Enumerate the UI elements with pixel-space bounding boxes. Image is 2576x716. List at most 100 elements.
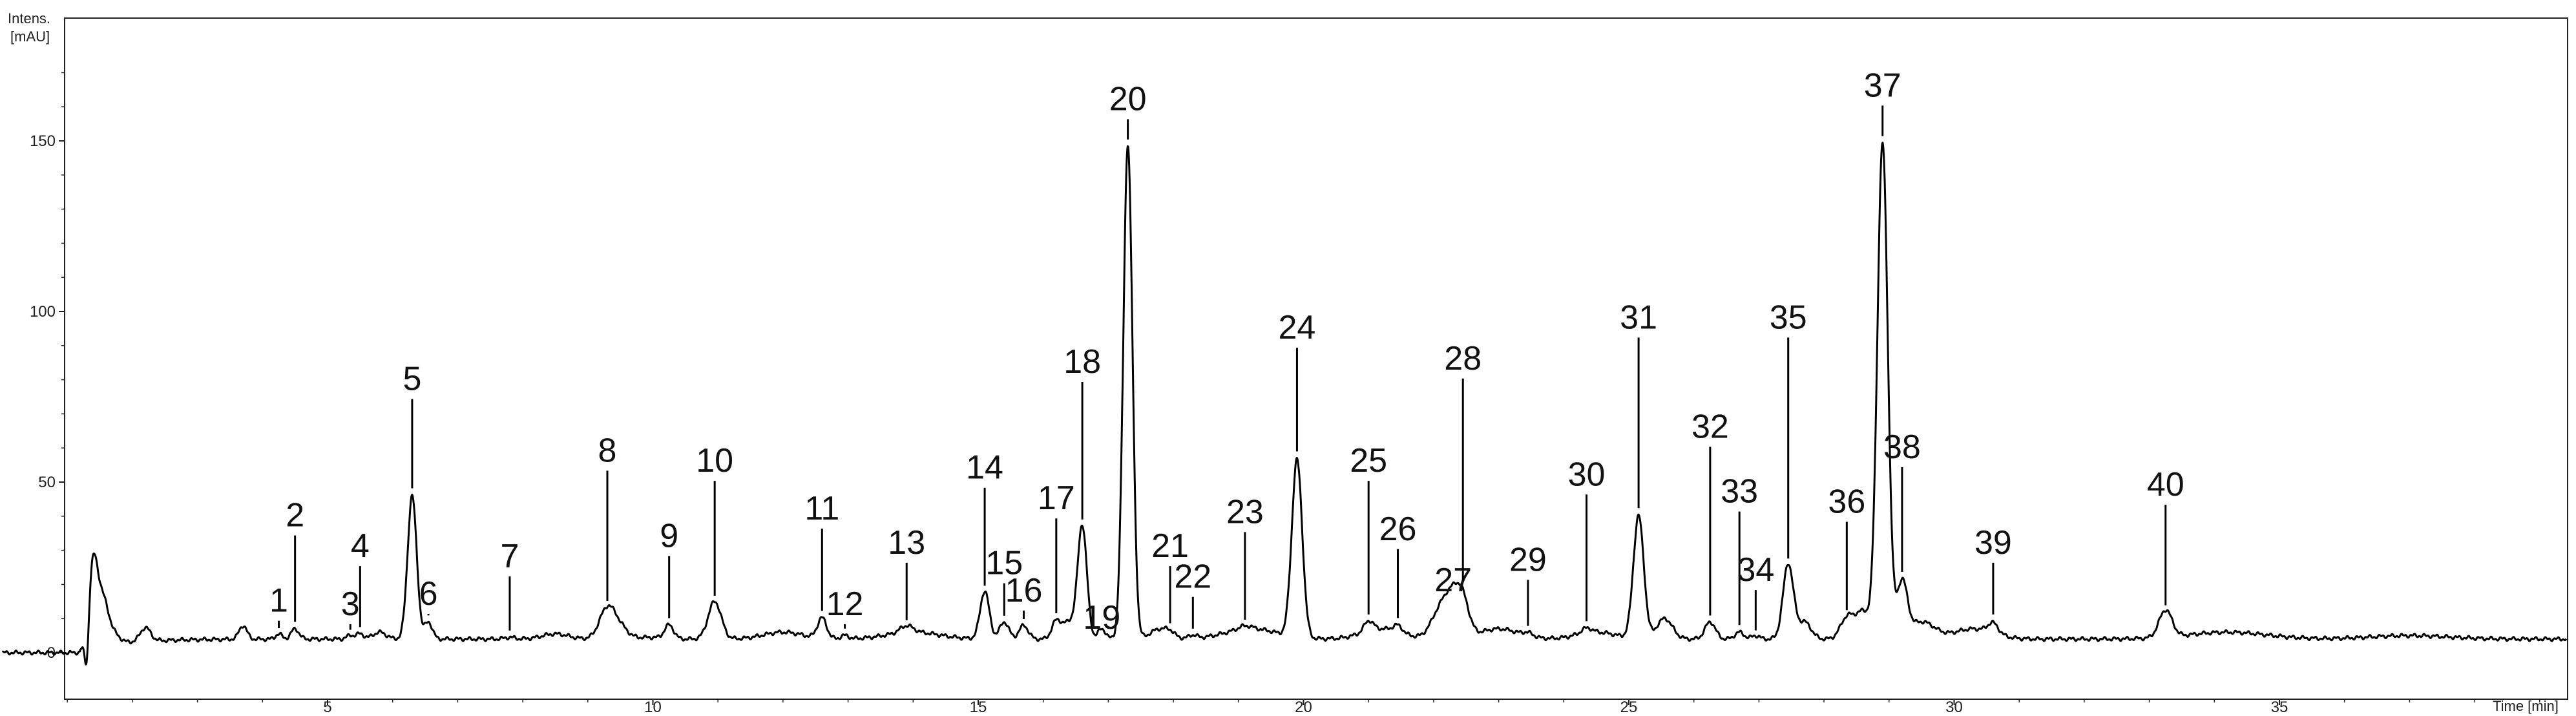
peak-annotation: 26 bbox=[1379, 511, 1417, 618]
peak-label: 15 bbox=[985, 545, 1023, 582]
peak-label: 5 bbox=[403, 360, 421, 397]
peak-annotation: 38 bbox=[1883, 428, 1921, 572]
x-tick-label: 30 bbox=[1945, 699, 1963, 716]
y-axis-title: Intens. [mAU] bbox=[8, 10, 50, 45]
y-axis-title-line-2: [mAU] bbox=[10, 28, 50, 45]
y-tick-label: 0 bbox=[47, 644, 56, 662]
peak-annotation: 7 bbox=[500, 538, 519, 631]
peak-label: 33 bbox=[1721, 473, 1758, 511]
peak-label: 40 bbox=[2147, 466, 2184, 503]
peak-label: 25 bbox=[1350, 442, 1387, 479]
peak-annotation: 36 bbox=[1828, 483, 1865, 611]
peak-annotation: 1 bbox=[269, 582, 288, 629]
x-tick-label: 5 bbox=[323, 699, 331, 716]
peak-annotation: 25 bbox=[1350, 442, 1387, 615]
peak-annotation: 16 bbox=[1005, 572, 1043, 619]
peak-annotation: 23 bbox=[1226, 493, 1264, 620]
peak-annotation: 8 bbox=[598, 432, 617, 602]
peak-label: 22 bbox=[1174, 558, 1211, 596]
peak-label: 19 bbox=[1083, 599, 1120, 637]
y-tick-label: 100 bbox=[30, 303, 56, 321]
peak-label: 6 bbox=[419, 575, 438, 613]
peak-annotation: 9 bbox=[660, 517, 678, 618]
peak-annotation: 34 bbox=[1737, 551, 1774, 631]
peak-annotation: 21 bbox=[1151, 527, 1189, 624]
peak-annotation: 27 bbox=[1434, 562, 1472, 599]
peak-label: 27 bbox=[1434, 562, 1472, 599]
peak-annotation: 28 bbox=[1444, 340, 1482, 582]
peak-annotation: 29 bbox=[1509, 541, 1547, 626]
peak-annotation: 40 bbox=[2147, 466, 2184, 605]
peak-annotation: 3 bbox=[341, 585, 360, 630]
y-axis-ticks: 0 50 100 150 bbox=[30, 72, 65, 662]
peak-annotation: 22 bbox=[1174, 558, 1211, 629]
peak-annotation: 39 bbox=[1974, 524, 2012, 615]
peak-annotation: 5 bbox=[403, 360, 421, 489]
peak-label: 28 bbox=[1444, 340, 1482, 377]
peak-label: 16 bbox=[1005, 572, 1043, 609]
peak-annotation: 19 bbox=[1083, 599, 1120, 637]
peak-label: 36 bbox=[1828, 483, 1865, 521]
peak-annotation: 6 bbox=[419, 575, 438, 616]
x-axis-ticks: 51015202530354045 bbox=[67, 699, 2540, 716]
peak-label: 38 bbox=[1883, 428, 1921, 466]
peak-annotation: 13 bbox=[888, 524, 925, 620]
x-axis-title: Time [min] bbox=[2493, 698, 2559, 714]
peak-label: 21 bbox=[1151, 527, 1189, 565]
peak-label: 7 bbox=[500, 538, 519, 575]
peak-annotation: 11 bbox=[804, 490, 839, 611]
peak-label: 10 bbox=[696, 442, 733, 479]
peak-annotation: 18 bbox=[1063, 343, 1101, 520]
peak-annotation: 2 bbox=[286, 497, 304, 622]
y-tick-label: 50 bbox=[38, 474, 56, 491]
peak-label: 29 bbox=[1509, 541, 1547, 578]
peak-label: 14 bbox=[966, 449, 1003, 487]
peak-label: 1 bbox=[269, 582, 288, 620]
x-tick-label: 25 bbox=[1620, 699, 1638, 716]
chromatogram-trace bbox=[1, 142, 2568, 666]
y-axis-title-line-1: Intens. bbox=[8, 10, 50, 26]
plot-frame bbox=[64, 17, 2568, 700]
peak-annotation: 33 bbox=[1721, 473, 1758, 626]
peak-label: 35 bbox=[1770, 299, 1807, 336]
x-tick-label: 35 bbox=[2271, 699, 2288, 716]
peak-label: 32 bbox=[1691, 408, 1729, 445]
peak-annotation: 32 bbox=[1691, 408, 1729, 616]
peak-label: 24 bbox=[1279, 309, 1316, 346]
peak-annotation: 31 bbox=[1620, 299, 1657, 509]
peak-annotation: 10 bbox=[696, 442, 733, 596]
peak-label: 34 bbox=[1737, 551, 1774, 589]
peak-label: 11 bbox=[804, 490, 839, 527]
peak-label: 12 bbox=[826, 585, 864, 623]
peak-label: 37 bbox=[1864, 67, 1901, 104]
peak-annotation: 20 bbox=[1109, 80, 1147, 140]
peak-label: 20 bbox=[1109, 80, 1147, 118]
peak-label: 26 bbox=[1379, 511, 1417, 548]
peak-label: 4 bbox=[351, 527, 370, 565]
peak-label: 13 bbox=[888, 524, 925, 562]
peak-annotation: 30 bbox=[1568, 456, 1606, 622]
peak-label: 2 bbox=[286, 497, 304, 534]
x-tick-label: 20 bbox=[1295, 699, 1312, 716]
peak-label: 3 bbox=[341, 585, 360, 623]
peak-annotation: 15 bbox=[985, 545, 1023, 616]
peak-labels: 1234567891011121314151617181920212223242… bbox=[269, 67, 2184, 637]
peak-annotation: 4 bbox=[351, 527, 370, 627]
peak-label: 18 bbox=[1063, 343, 1101, 381]
peak-label: 17 bbox=[1038, 479, 1075, 517]
peak-label: 9 bbox=[660, 517, 678, 554]
x-tick-label: 15 bbox=[970, 699, 987, 716]
peak-label: 23 bbox=[1226, 493, 1264, 531]
peak-label: 30 bbox=[1568, 456, 1606, 493]
peak-label: 8 bbox=[598, 432, 617, 469]
peak-annotation: 17 bbox=[1038, 479, 1075, 613]
peak-annotation: 37 bbox=[1864, 67, 1901, 136]
peak-annotation: 35 bbox=[1770, 299, 1807, 559]
peak-annotation: 14 bbox=[966, 449, 1003, 586]
peak-label: 31 bbox=[1620, 299, 1657, 336]
peak-label: 39 bbox=[1974, 524, 2012, 562]
y-tick-label: 150 bbox=[30, 132, 56, 150]
peak-annotation: 24 bbox=[1279, 309, 1316, 452]
x-tick-label: 10 bbox=[644, 699, 662, 716]
